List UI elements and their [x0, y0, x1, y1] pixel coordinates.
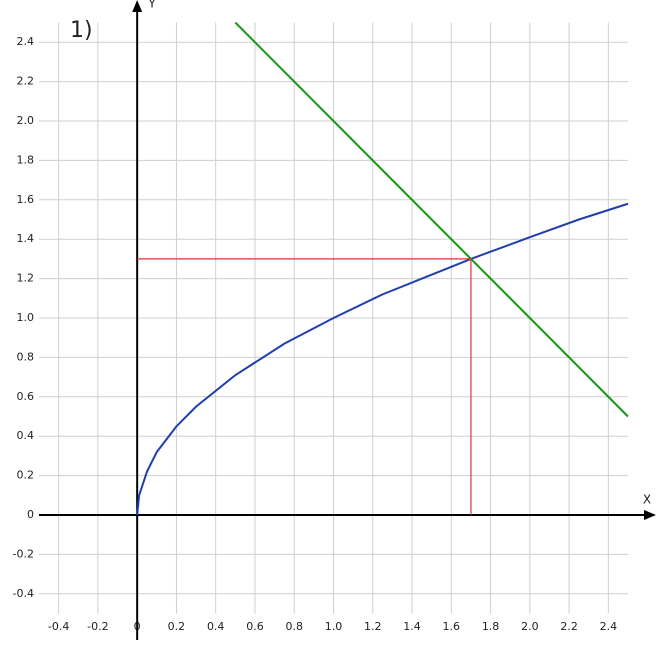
- y-tick-label: 1.8: [17, 153, 35, 166]
- x-tick-label: 2.2: [560, 620, 578, 633]
- y-axis-arrow: [132, 0, 143, 12]
- y-tick-label: 0: [27, 508, 34, 521]
- y-tick-label: -0.2: [13, 547, 34, 560]
- y-tick-label: 1.0: [17, 311, 35, 324]
- curve: [136, 202, 629, 516]
- x-tick-label: 0.2: [168, 620, 186, 633]
- x-axis-arrow: [644, 510, 656, 520]
- y-tick-label: 0.4: [17, 429, 35, 442]
- x-tick-label: 1.8: [482, 620, 500, 633]
- x-tick-label: -0.2: [87, 620, 108, 633]
- x-tick-label: 1.2: [364, 620, 382, 633]
- y-axis-label: Y: [147, 0, 156, 11]
- x-tick-label: 0.6: [246, 620, 264, 633]
- x-tick-label: 1.0: [325, 620, 343, 633]
- y-tick-label: 1.6: [17, 193, 35, 206]
- y-tick-label: 0.6: [17, 390, 35, 403]
- x-tick-label: -0.4: [48, 620, 69, 633]
- x-tick-label: 1.6: [443, 620, 461, 633]
- x-tick-label: 0.8: [285, 620, 303, 633]
- y-tick-label: 2.4: [17, 35, 35, 48]
- y-tick-label: 0.8: [17, 350, 35, 363]
- annotation: 1): [70, 18, 93, 43]
- x-tick-label: 1.4: [403, 620, 421, 633]
- x-axis-label: X: [643, 493, 651, 507]
- y-tick-label: 2.0: [17, 114, 35, 127]
- x-tick-label: 0.4: [207, 620, 225, 633]
- curve: [137, 258, 472, 515]
- y-tick-label: -0.4: [13, 587, 34, 600]
- x-tick-label: 2.4: [600, 620, 618, 633]
- y-tick-label: 1.2: [17, 272, 35, 285]
- y-tick-label: 1.4: [17, 232, 35, 245]
- y-tick-label: 0.2: [17, 469, 35, 482]
- curve: [234, 21, 629, 418]
- y-tick-label: 2.2: [17, 75, 35, 88]
- x-tick-label: 2.0: [521, 620, 539, 633]
